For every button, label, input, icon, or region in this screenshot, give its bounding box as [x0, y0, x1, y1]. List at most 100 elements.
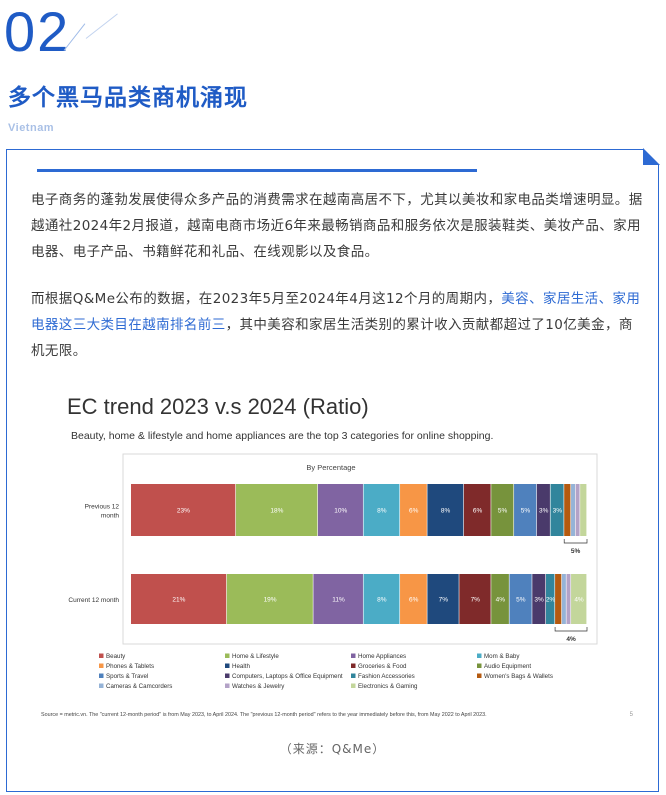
bar-segment: [571, 574, 587, 624]
legend-label: Beauty: [106, 653, 126, 660]
data-label: 3%: [539, 508, 549, 515]
legend-swatch: [477, 653, 482, 658]
section-number: 02: [4, 0, 71, 63]
legend-swatch: [477, 663, 482, 668]
bar-segment: [131, 574, 227, 624]
legend-label: Cameras & Camcorders: [106, 683, 172, 690]
bar-segment: [131, 484, 236, 536]
category-label: month: [101, 513, 119, 520]
legend-swatch: [351, 673, 356, 678]
bar-segment: [491, 574, 509, 624]
bar-segment: [509, 574, 532, 624]
legend-label: Fashion Accessories: [358, 673, 415, 680]
source-caption: （来源：Q&Me）: [279, 742, 386, 756]
data-label: 6%: [473, 508, 483, 515]
category-label: Current 12 month: [68, 597, 119, 604]
bar-segment: [491, 484, 514, 536]
data-label: 2%: [546, 597, 556, 604]
data-label: 6%: [409, 508, 419, 515]
bracket-label: 4%: [566, 636, 576, 643]
bar-segment: [427, 574, 459, 624]
stacked-bar-chart: EC trend 2023 v.s 2024 (Ratio) Beauty, h…: [41, 394, 634, 718]
legend-swatch: [225, 683, 230, 688]
bar-segment: [564, 484, 571, 536]
bar-segment: [545, 574, 555, 624]
legend-label: Home Appliances: [358, 653, 406, 660]
region-label: Vietnam: [8, 122, 55, 134]
paragraph-2-text-end: ，其中美容和家居生活类别的累计收入贡献都超过了10亿美金，商机无限。: [31, 317, 633, 359]
legend-label: Audio Equipment: [484, 663, 531, 670]
bar-segment: [536, 484, 550, 536]
legend-swatch: [225, 673, 230, 678]
data-label: 5%: [498, 508, 508, 515]
chart-inner-title: By Percentage: [306, 463, 355, 472]
legend-swatch: [477, 673, 482, 678]
bar-segment: [532, 574, 546, 624]
bracket: [563, 539, 588, 544]
legend-swatch: [99, 673, 104, 678]
data-label: 3%: [534, 597, 544, 604]
bar-segment: [463, 484, 491, 536]
data-label: 3%: [553, 508, 563, 515]
bar-segment: [566, 574, 571, 624]
bar-segment: [235, 484, 318, 536]
content-card: 电子商务的蓬勃发展使得众多产品的消费需求在越南高居不下，尤其以美妆和家电品类增速…: [6, 148, 660, 792]
legend-swatch: [351, 683, 356, 688]
data-label: 8%: [377, 597, 387, 604]
legend-swatch: [225, 653, 230, 658]
data-label: 18%: [270, 508, 283, 515]
legend-label: Mom & Baby: [484, 653, 520, 660]
bar-segment: [363, 484, 400, 536]
legend-label: Sports & Travel: [106, 673, 148, 680]
legend-label: Home & Lifestyle: [232, 653, 279, 660]
data-label: 19%: [264, 597, 277, 604]
bar-segment: [313, 574, 363, 624]
data-label: 6%: [409, 597, 419, 604]
bar-segment: [580, 484, 587, 536]
legend-swatch: [99, 663, 104, 668]
data-label: 4%: [574, 597, 584, 604]
chart-slide: EC trend 2023 v.s 2024 (Ratio) Beauty, h…: [31, 386, 643, 726]
chart-source-note: Source = metric.vn. The "current 12-mont…: [41, 712, 487, 718]
bar-segment: [555, 574, 562, 624]
bar-segment: [226, 574, 313, 624]
legend-swatch: [351, 653, 356, 658]
legend-label: Phones & Tablets: [106, 663, 154, 670]
bar-segment: [514, 484, 537, 536]
bar-segment: [400, 484, 427, 536]
legend-label: Computers, Laptops & Office Equipment: [232, 673, 343, 680]
bar-segment: [550, 484, 564, 536]
card-accent-bar: [37, 169, 477, 172]
bar-segment: [427, 484, 464, 536]
data-label: 8%: [377, 508, 387, 515]
chart-subtitle: Beauty, home & lifestyle and home applia…: [71, 430, 493, 442]
data-label: 7%: [471, 597, 481, 604]
decorative-slash: [85, 13, 118, 39]
data-label: 23%: [177, 508, 190, 515]
bracket: [554, 627, 588, 632]
paragraph-1: 电子商务的蓬勃发展使得众多产品的消费需求在越南高居不下，尤其以美妆和家电品类增速…: [31, 192, 643, 260]
data-label: 4%: [496, 597, 506, 604]
slide-page-number: 5: [630, 712, 634, 718]
paragraph-2-text: 而根据Q&Me公布的数据，在2023年5月至2024年4月这12个月的周期内，: [31, 291, 502, 307]
bar-segment: [459, 574, 491, 624]
legend-label: Watches & Jewelry: [232, 683, 285, 690]
paragraph-2: 而根据Q&Me公布的数据，在2023年5月至2024年4月这12个月的周期内，美…: [31, 286, 643, 364]
bar-segment: [400, 574, 427, 624]
paragraph-2-highlight: 美容、家居生活、家用电器这三大类目在越南排名前三: [31, 291, 641, 333]
bar-segment: [317, 484, 363, 536]
legend-label: Health: [232, 663, 250, 670]
section-title: 多个黑马品类商机涌现: [8, 85, 248, 111]
category-label: Previous 12: [85, 504, 120, 511]
chart-title: EC trend 2023 v.s 2024 (Ratio): [67, 394, 369, 419]
bar-segment: [561, 574, 566, 624]
bar-segment: [571, 484, 575, 536]
bar-segment: [575, 484, 580, 536]
data-label: 5%: [516, 597, 526, 604]
legend-swatch: [99, 683, 104, 688]
legend-swatch: [225, 663, 230, 668]
data-label: 10%: [334, 508, 347, 515]
folded-corner-icon: [643, 148, 660, 165]
data-label: 11%: [332, 597, 345, 604]
data-label: 8%: [441, 508, 451, 515]
